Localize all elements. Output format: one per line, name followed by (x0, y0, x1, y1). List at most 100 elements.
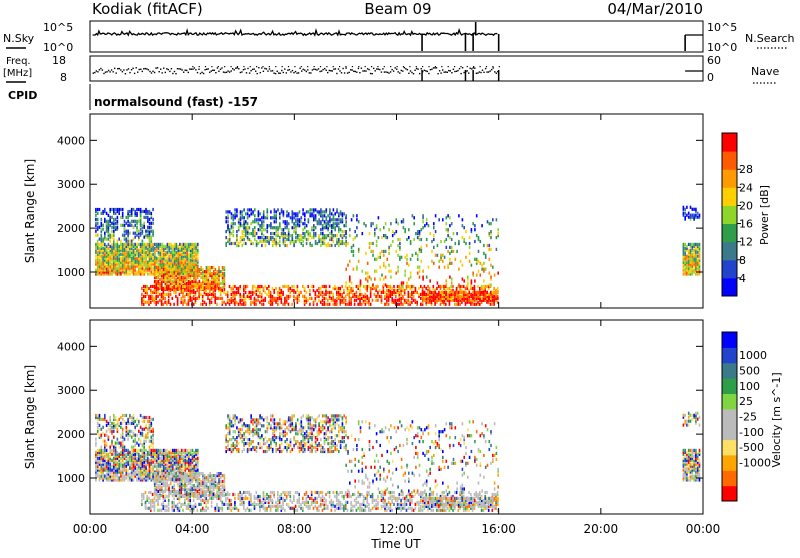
nave-point (231, 66, 232, 67)
range-gate-cell (315, 214, 317, 217)
range-gate-cell (273, 289, 275, 292)
freq-point (370, 73, 371, 74)
range-gate-cell (336, 234, 338, 237)
freq-point (286, 72, 287, 73)
range-gate-cell (239, 293, 241, 296)
nave-point (352, 66, 353, 67)
range-gate-cell (478, 236, 480, 239)
range-gate-cell (126, 243, 128, 246)
range-gate-cell (408, 285, 410, 288)
range-gate-cell (151, 212, 153, 215)
range-gate-cell (209, 280, 211, 283)
range-gate-cell (329, 303, 331, 306)
range-gate-cell (286, 220, 288, 223)
range-gate-cell (131, 240, 133, 243)
range-gate-cell (302, 222, 304, 225)
range-gate-cell (174, 469, 176, 472)
range-gate-cell (99, 238, 101, 241)
range-gate-cell (213, 266, 215, 269)
range-gate-cell (463, 279, 465, 282)
nave-point (390, 66, 391, 67)
range-gate-cell (234, 212, 236, 215)
range-gate-cell (250, 208, 252, 211)
range-gate-cell (134, 434, 136, 437)
range-gate-cell (145, 216, 147, 219)
y-tick-label: 2000 (57, 222, 85, 235)
range-gate-cell (451, 246, 453, 249)
freq-point (485, 68, 486, 69)
range-gate-cell (177, 245, 179, 248)
range-gate-cell (149, 272, 151, 275)
freq-point (322, 69, 323, 70)
range-gate-cell (435, 214, 437, 217)
range-gate-cell (372, 250, 374, 253)
range-gate-cell (129, 243, 131, 246)
range-gate-cell (231, 232, 233, 235)
range-gate-cell (304, 287, 306, 290)
range-gate-cell (349, 228, 351, 231)
freq-point (303, 69, 304, 70)
range-gate-cell (111, 469, 113, 472)
range-gate-cell (497, 291, 499, 294)
range-gate-cell (374, 270, 376, 273)
freq-point (281, 70, 282, 71)
range-gate-cell (297, 234, 299, 237)
freq-point (223, 71, 224, 72)
range-gate-cell (376, 240, 378, 243)
range-gate-cell (279, 244, 281, 247)
freq-point (448, 70, 449, 71)
range-gate-cell (186, 243, 188, 246)
range-gate-cell (372, 299, 374, 302)
range-gate-cell (122, 270, 124, 273)
range-gate-cell (274, 208, 276, 211)
range-gate-cell (177, 297, 179, 300)
range-gate-cell (229, 285, 231, 288)
range-gate-cell (399, 246, 401, 249)
range-gate-cell (426, 293, 428, 296)
range-gate-cell (261, 244, 263, 247)
range-gate-cell (161, 285, 163, 288)
range-gate-cell (245, 291, 247, 294)
range-gate-cell (109, 463, 111, 466)
range-gate-cell (288, 285, 290, 288)
range-gate-cell (179, 272, 181, 275)
range-gate-cell (474, 299, 476, 302)
range-gate-cell (412, 214, 414, 217)
range-gate-cell (190, 266, 192, 269)
range-gate-cell (204, 287, 206, 290)
range-gate-cell (283, 220, 285, 223)
range-gate-cell (258, 228, 260, 231)
range-gate-cell (261, 216, 263, 219)
range-gate-cell (431, 240, 433, 243)
range-gate-cell (104, 455, 106, 458)
range-gate-cell (136, 243, 138, 246)
range-gate-cell (111, 263, 113, 266)
range-gate-cell (343, 234, 345, 237)
freq-tick-left-top: 18 (52, 54, 66, 67)
range-gate-cell (393, 289, 395, 292)
range-gate-cell (397, 238, 399, 241)
range-gate-cell (497, 272, 499, 275)
range-gate-cell (106, 212, 108, 215)
range-gate-cell (450, 289, 452, 292)
range-gate-cell (409, 285, 411, 288)
range-gate-cell (403, 226, 405, 229)
range-gate-cell (273, 297, 275, 300)
range-gate-cell (299, 210, 301, 213)
range-gate-cell (225, 220, 227, 223)
range-gate-cell (421, 246, 423, 249)
freq-point (275, 73, 276, 74)
range-gate-cell (396, 218, 398, 221)
freq-point (327, 72, 328, 73)
freq-point (442, 69, 443, 70)
range-gate-cell (385, 266, 387, 269)
range-gate-cell (168, 268, 170, 271)
range-gate-cell (220, 270, 222, 273)
range-gate-cell (205, 303, 207, 306)
range-gate-cell (236, 244, 238, 247)
range-gate-cell (376, 258, 378, 261)
freq-point (209, 72, 210, 73)
range-gate-cell (422, 220, 424, 223)
freq-point (195, 69, 196, 70)
range-gate-cell (342, 212, 344, 215)
